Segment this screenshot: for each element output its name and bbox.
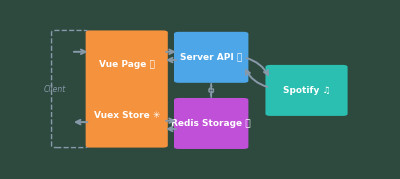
FancyBboxPatch shape	[86, 30, 168, 148]
Text: Vuex Store ✳: Vuex Store ✳	[94, 110, 160, 120]
Text: Client: Client	[44, 85, 66, 94]
FancyBboxPatch shape	[174, 98, 248, 149]
Text: Server API 📦: Server API 📦	[180, 53, 242, 62]
FancyBboxPatch shape	[266, 65, 348, 116]
Text: Vue Page 🖥: Vue Page 🖥	[99, 60, 155, 69]
Text: Spotify ♫: Spotify ♫	[283, 86, 330, 95]
FancyBboxPatch shape	[174, 32, 248, 83]
Text: Redis Storage 🖳: Redis Storage 🖳	[171, 119, 251, 128]
